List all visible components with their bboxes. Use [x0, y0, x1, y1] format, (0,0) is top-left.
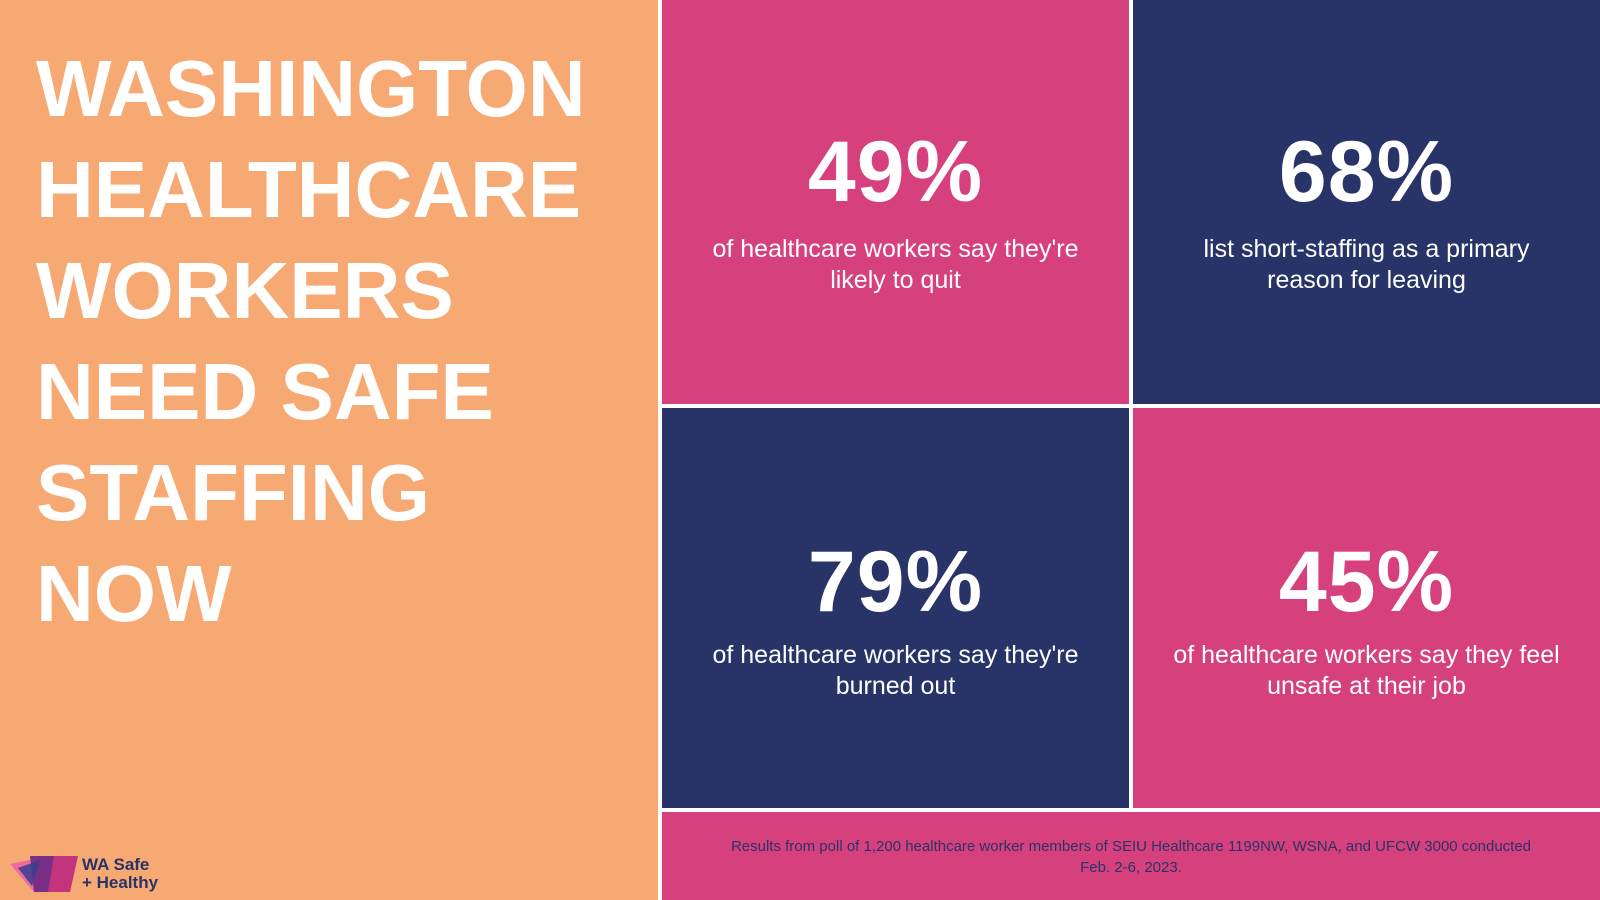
logo-text: WA Safe + Healthy: [82, 856, 158, 892]
stat-tile-unsafe: 45% of healthcare workers say they feel …: [1133, 408, 1600, 808]
stat-description: of healthcare workers say they're burned…: [712, 641, 1079, 700]
logo-line: WA Safe: [82, 855, 150, 874]
headline-line: STAFFING: [36, 448, 431, 537]
headline: WASHINGTON HEALTHCARE WORKERS NEED SAFE …: [36, 38, 636, 644]
footer-source-note: Results from poll of 1,200 healthcare wo…: [662, 812, 1600, 900]
stat-value: 49%: [807, 124, 984, 220]
stat-value: 68%: [1278, 124, 1455, 220]
stat-tile-burned-out: 79% of healthcare workers say they're bu…: [662, 408, 1129, 808]
headline-line: HEALTHCARE: [36, 145, 582, 234]
stat-description: of healthcare workers say they feel unsa…: [1173, 641, 1560, 700]
stat-value: 79%: [807, 534, 984, 630]
stat-tile-quit: 49% of healthcare workers say they're li…: [662, 0, 1129, 404]
stat-description: of healthcare workers say they're likely…: [712, 235, 1079, 294]
logo-line: + Healthy: [82, 873, 159, 892]
left-panel: WASHINGTON HEALTHCARE WORKERS NEED SAFE …: [0, 0, 658, 900]
headline-line: WASHINGTON: [36, 44, 586, 133]
stat-value: 45%: [1278, 534, 1455, 630]
logo-mark-icon: [10, 856, 78, 892]
stat-tile-short-staffing: 68% list short-staffing as a primary rea…: [1133, 0, 1600, 404]
wa-safe-healthy-logo: WA Safe + Healthy: [10, 856, 170, 896]
headline-line: NEED SAFE: [36, 347, 494, 436]
poll-source-text: Results from poll of 1,200 healthcare wo…: [730, 838, 1532, 876]
headline-line: NOW: [36, 549, 232, 638]
headline-line: WORKERS: [36, 246, 454, 335]
stat-description: list short-staffing as a primary reason …: [1203, 235, 1530, 294]
